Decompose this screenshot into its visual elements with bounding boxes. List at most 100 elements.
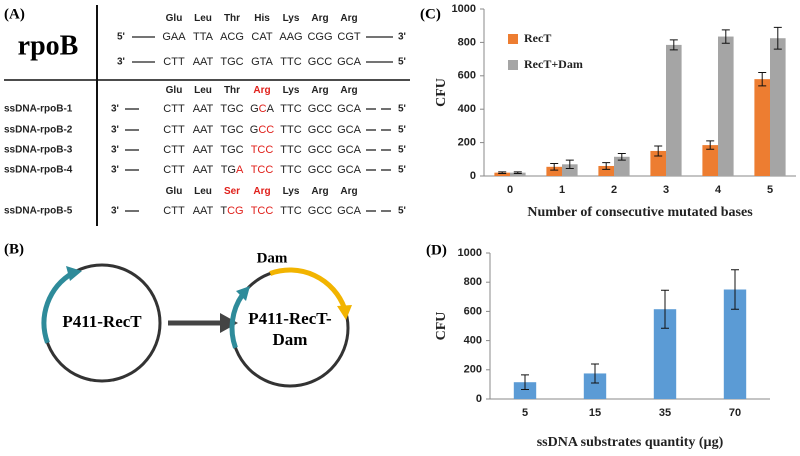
error-bar <box>773 26 782 50</box>
arrowhead <box>236 286 250 301</box>
amino-acid: Glu <box>166 186 183 197</box>
text-piece: G <box>250 103 259 115</box>
highlight-piece: TCC <box>251 205 274 217</box>
amino-acid: Lys <box>283 85 300 96</box>
codon: CTT <box>163 144 185 156</box>
codon: TTC <box>280 205 301 217</box>
end-label: 3' <box>117 57 125 68</box>
x-tick-label: 4 <box>715 184 722 196</box>
amino-acid: Leu <box>194 85 212 96</box>
amino-acid: Arg <box>253 186 270 197</box>
legend-swatch <box>508 60 518 70</box>
amino-acid: Arg <box>311 186 328 197</box>
text-piece: Leu <box>194 186 212 197</box>
end-label: 5' <box>398 206 406 217</box>
text-piece: GCA <box>337 164 362 176</box>
amino-acid: Ser <box>224 186 240 197</box>
text-piece: Glu <box>166 186 183 197</box>
y-tick-label: 600 <box>464 305 482 317</box>
gene-name: rpoB <box>18 30 79 61</box>
codon: CTT <box>163 124 185 136</box>
panel-label: (C) <box>420 6 441 22</box>
text-piece: GCA <box>337 56 362 68</box>
y-tick-label: 200 <box>458 137 476 149</box>
highlight-piece: Ser <box>224 186 240 197</box>
text-piece: CGT <box>337 31 361 43</box>
x-tick-label: 1 <box>559 184 565 196</box>
codon: GCA <box>337 56 362 68</box>
bar <box>546 166 562 176</box>
x-tick-label: 70 <box>729 407 741 419</box>
y-tick-label: 1000 <box>458 247 482 259</box>
y-axis-label: CFU <box>434 78 449 107</box>
end-label: 5' <box>398 125 406 136</box>
text-piece: AAT <box>193 144 214 156</box>
codon: CGT <box>337 31 361 43</box>
x-tick-label: 2 <box>611 184 617 196</box>
text-piece: G <box>250 124 259 136</box>
panel-label: (D) <box>426 242 447 258</box>
amino-acid: Thr <box>224 85 240 96</box>
arrowhead <box>337 305 352 320</box>
oligo-name: ssDNA-rpoB-1 <box>4 104 73 115</box>
text-piece: Arg <box>340 186 357 197</box>
y-tick-label: 600 <box>458 70 476 82</box>
codon: TTC <box>280 56 301 68</box>
error-bar <box>565 159 574 169</box>
codon: TCC <box>251 164 274 176</box>
text-piece: Arg <box>340 13 357 24</box>
text-piece: Thr <box>224 85 240 96</box>
highlight-piece: A <box>236 164 244 176</box>
bar <box>702 145 718 176</box>
codon: GCC <box>308 205 333 217</box>
text-piece: TTC <box>280 164 301 176</box>
codon: CTT <box>163 205 185 217</box>
amino-acid: Arg <box>340 186 357 197</box>
text-piece: T <box>220 205 227 217</box>
text-piece: ACG <box>220 31 244 43</box>
legend-label: RecT+Dam <box>524 57 583 71</box>
codon: ACG <box>220 31 244 43</box>
amino-acid: Leu <box>194 186 212 197</box>
bar <box>510 172 526 176</box>
y-axis-label: CFU <box>434 312 449 341</box>
error-bar <box>591 363 599 384</box>
text-piece: CAT <box>251 31 272 43</box>
rect-gene <box>229 293 245 349</box>
text-piece: GAA <box>162 31 186 43</box>
codon: GCC <box>308 56 333 68</box>
text-piece: TGC <box>220 124 243 136</box>
plasmid-label: P411-RecT- <box>248 309 332 328</box>
text-piece: TTC <box>280 103 301 115</box>
amino-acid: Arg <box>253 85 270 96</box>
text-piece: TTA <box>193 31 214 43</box>
codon: GCA <box>250 103 275 115</box>
text-piece: Lys <box>283 13 300 24</box>
text-piece: CTT <box>163 144 185 156</box>
text-piece: GCC <box>308 56 333 68</box>
codon: GCA <box>337 103 362 115</box>
error-bar <box>550 162 559 171</box>
error-bar <box>654 145 663 157</box>
amino-acid: Lys <box>283 13 300 24</box>
amino-acid: Arg <box>340 13 357 24</box>
codon: AAT <box>193 124 214 136</box>
text-piece: TTC <box>280 124 301 136</box>
codon: GCC <box>308 124 333 136</box>
text-piece: AAT <box>193 56 214 68</box>
end-label: 3' <box>111 206 119 217</box>
codon: AAT <box>193 103 214 115</box>
oligo-name: ssDNA-rpoB-3 <box>4 145 73 156</box>
codon: AAT <box>193 56 214 68</box>
text-piece: Thr <box>224 13 240 24</box>
end-label: 3' <box>398 32 406 43</box>
text-piece: CTT <box>163 56 185 68</box>
amino-acid: Arg <box>311 85 328 96</box>
y-tick-label: 800 <box>464 276 482 288</box>
bar <box>754 79 770 176</box>
text-piece: CTT <box>163 124 185 136</box>
text-piece: CTT <box>163 103 185 115</box>
error-bar <box>661 289 669 329</box>
